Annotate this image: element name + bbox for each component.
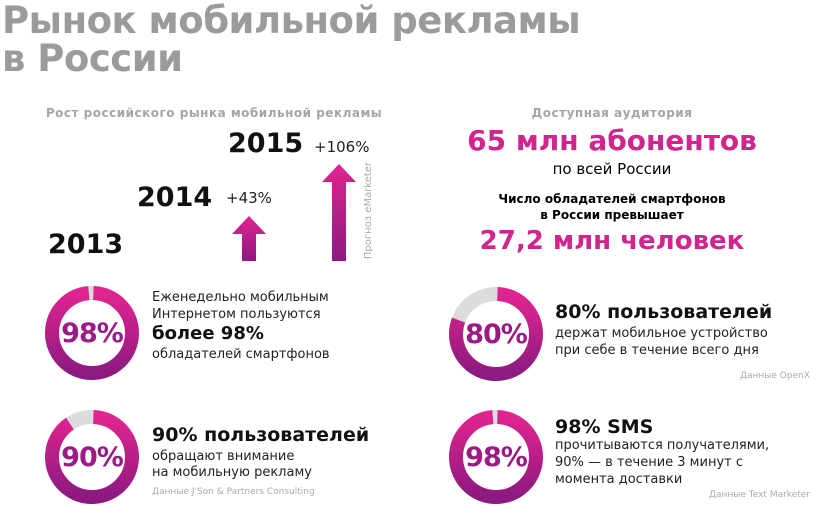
- donut-fill: [45, 410, 139, 504]
- page-title-line2: в России: [2, 37, 183, 80]
- stat1-bold: более 98%: [152, 323, 264, 344]
- donut-label: 98%: [61, 317, 124, 349]
- increase-2014: +43%: [226, 189, 272, 207]
- arrow-up-icon: [232, 216, 266, 261]
- page-title: Рынок мобильной рекламы: [2, 0, 581, 42]
- stat3-source: Данные OpenX: [739, 371, 810, 381]
- stat4-line3: момента доставки: [555, 472, 683, 487]
- year-2013: 2013: [48, 229, 124, 260]
- donut-label: 98%: [465, 441, 528, 473]
- stat3-line1: держат мобильное устройство: [555, 326, 768, 341]
- stat3-bold: 80% пользователей: [555, 301, 773, 323]
- smartphone-value: 27,2 млн человек: [479, 226, 745, 256]
- stat4-source: Данные Text Marketer: [708, 490, 810, 500]
- arrow-up-icon: [322, 164, 356, 261]
- year-2015: 2015: [228, 128, 304, 159]
- stat3-line2: при себе в течение всего дня: [555, 343, 759, 358]
- donut-label: 80%: [465, 318, 528, 350]
- audience-subtitle: Доступная аудитория: [531, 106, 693, 120]
- stat4-line2: 90% — в течение 3 минут с: [555, 455, 743, 470]
- donut-fill: [45, 286, 139, 380]
- donut-chart: [45, 410, 139, 504]
- stat2-source: Данные J'Son & Partners Consulting: [152, 487, 315, 497]
- stat4-line1: прочитываются получателями,: [555, 438, 770, 453]
- stat2-line1: обращают внимание: [152, 449, 295, 464]
- stat1-line3: обладателей смартфонов: [152, 347, 330, 362]
- increase-2015: +106%: [314, 138, 370, 156]
- growth-subtitle: Рост российского рынка мобильной рекламы: [45, 106, 383, 120]
- year-2014: 2014: [137, 182, 213, 213]
- growth-source: Прогноз eMarketer: [363, 161, 375, 260]
- stat2-line2: на мобильную рекламу: [152, 465, 312, 480]
- donut-chart: [45, 286, 139, 380]
- stat1-line2: Интернетом пользуются: [152, 307, 321, 322]
- donut-label: 90%: [61, 441, 124, 473]
- stat4-bold: 98% SMS: [555, 416, 654, 438]
- donut-chart: [449, 287, 543, 381]
- smartphone-line2: в России превышает: [540, 208, 684, 222]
- stat2-bold: 90% пользователей: [152, 424, 370, 446]
- subscribers-note: по всей России: [552, 160, 672, 178]
- smartphone-line1: Число обладателей смартфонов: [498, 192, 726, 206]
- donut-chart: [449, 410, 543, 504]
- subscribers-value: 65 млн абонентов: [467, 124, 757, 157]
- stat1-line1: Еженедельно мобильным: [152, 290, 329, 305]
